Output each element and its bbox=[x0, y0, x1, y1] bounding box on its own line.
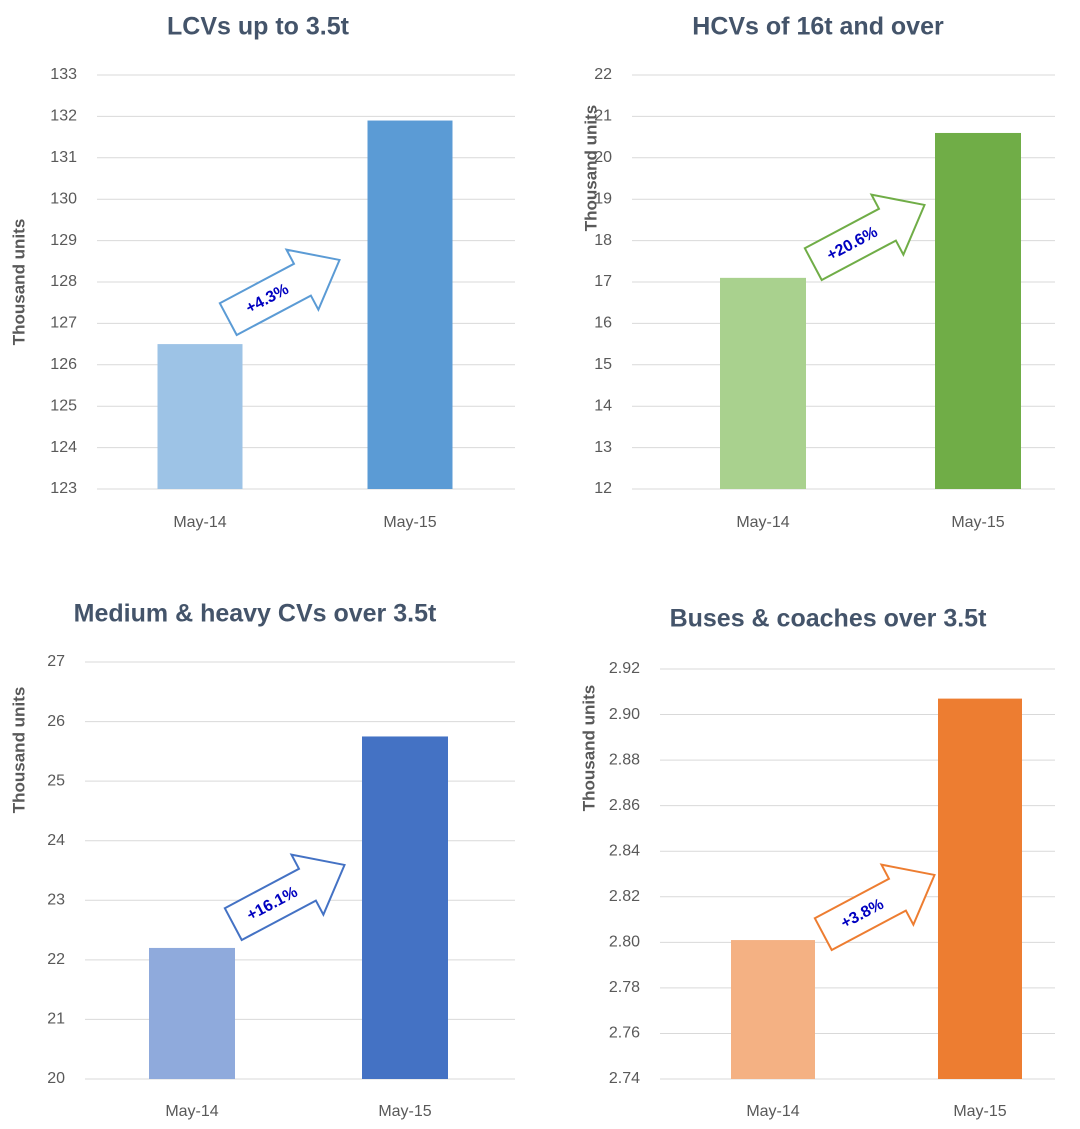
y-tick-label: 21 bbox=[47, 1011, 65, 1028]
y-tick-label: 23 bbox=[47, 892, 65, 909]
y-tick-label: 131 bbox=[50, 149, 77, 166]
y-tick-label: 2.80 bbox=[609, 934, 640, 951]
growth-arrow: +16.1% bbox=[223, 853, 346, 942]
x-tick-label: May-14 bbox=[173, 514, 226, 531]
y-tick-label: 21 bbox=[594, 108, 612, 125]
y-tick-label: 2.82 bbox=[609, 888, 640, 905]
y-tick-label: 12 bbox=[594, 480, 612, 497]
bar bbox=[720, 277, 806, 489]
y-tick-label: 26 bbox=[47, 713, 65, 730]
y-tick-label: 2.74 bbox=[609, 1070, 640, 1087]
y-axis-label: Thousand units bbox=[9, 219, 28, 346]
y-axis-label: Thousand units bbox=[9, 687, 28, 814]
bar bbox=[362, 736, 448, 1079]
y-tick-label: 18 bbox=[594, 232, 612, 249]
y-axis-label: Thousand units bbox=[581, 105, 600, 232]
y-tick-label: 133 bbox=[50, 66, 77, 83]
bar bbox=[367, 120, 453, 489]
growth-arrow: +4.3% bbox=[218, 248, 341, 337]
chart-panel: Buses & coaches over 3.5t Thousand units 2… bbox=[579, 605, 1055, 1120]
y-tick-label: 125 bbox=[50, 397, 77, 414]
x-tick-label: May-15 bbox=[383, 514, 436, 531]
x-tick-label: May-15 bbox=[951, 514, 1004, 531]
y-tick-label: 126 bbox=[50, 356, 77, 373]
y-tick-label: 2.78 bbox=[609, 979, 640, 996]
chart-title: Medium & heavy CVs over 3.5t bbox=[74, 600, 437, 628]
y-tick-label: 22 bbox=[47, 951, 65, 968]
chart-panel: LCVs up to 3.5t Thousand units 123 124 125 12… bbox=[9, 13, 515, 531]
x-tick-label: May-14 bbox=[746, 1103, 799, 1120]
y-tick-label: 128 bbox=[50, 273, 77, 290]
y-tick-label: 13 bbox=[594, 439, 612, 456]
y-tick-label: 2.90 bbox=[609, 706, 640, 723]
bar bbox=[149, 947, 235, 1079]
y-tick-label: 15 bbox=[594, 356, 612, 373]
bar bbox=[731, 940, 815, 1079]
x-tick-label: May-15 bbox=[953, 1103, 1006, 1120]
chart-title: HCVs of 16t and over bbox=[692, 13, 944, 41]
chart-title: LCVs up to 3.5t bbox=[167, 13, 350, 41]
growth-arrow: +20.6% bbox=[803, 193, 926, 282]
bar bbox=[938, 698, 1022, 1079]
y-tick-label: 22 bbox=[594, 66, 612, 83]
chart-title: Buses & coaches over 3.5t bbox=[670, 605, 987, 633]
x-tick-label: May-15 bbox=[378, 1103, 431, 1120]
y-tick-label: 2.88 bbox=[609, 751, 640, 768]
y-tick-label: 2.76 bbox=[609, 1025, 640, 1042]
y-tick-label: 127 bbox=[50, 315, 77, 332]
y-tick-label: 14 bbox=[594, 397, 612, 414]
arrow-shape bbox=[218, 248, 341, 337]
chart-panel: HCVs of 16t and over Thousand units 12 13 14… bbox=[581, 13, 1055, 531]
chart-panel: Medium & heavy CVs over 3.5t Thousand uni… bbox=[9, 600, 515, 1120]
y-tick-label: 16 bbox=[594, 315, 612, 332]
y-tick-label: 124 bbox=[50, 439, 77, 456]
y-tick-label: 2.84 bbox=[609, 842, 640, 859]
bar bbox=[157, 344, 243, 489]
y-tick-label: 129 bbox=[50, 232, 77, 249]
y-tick-label: 20 bbox=[594, 149, 612, 166]
y-tick-label: 2.86 bbox=[609, 797, 640, 814]
y-axis-label: Thousand units bbox=[579, 685, 598, 812]
growth-arrow: +3.8% bbox=[813, 863, 936, 952]
arrow-shape bbox=[223, 853, 346, 942]
x-tick-label: May-14 bbox=[736, 514, 789, 531]
y-tick-label: 132 bbox=[50, 108, 77, 125]
x-tick-label: May-14 bbox=[165, 1103, 218, 1120]
y-tick-label: 130 bbox=[50, 190, 77, 207]
y-tick-label: 19 bbox=[594, 190, 612, 207]
arrow-shape bbox=[813, 863, 936, 952]
y-tick-label: 123 bbox=[50, 480, 77, 497]
arrow-shape bbox=[803, 193, 926, 282]
y-tick-label: 17 bbox=[594, 273, 612, 290]
y-tick-label: 24 bbox=[47, 832, 65, 849]
y-tick-label: 2.92 bbox=[609, 660, 640, 677]
y-tick-label: 20 bbox=[47, 1070, 65, 1087]
y-tick-label: 27 bbox=[47, 653, 65, 670]
y-tick-label: 25 bbox=[47, 772, 65, 789]
bar bbox=[935, 132, 1021, 489]
